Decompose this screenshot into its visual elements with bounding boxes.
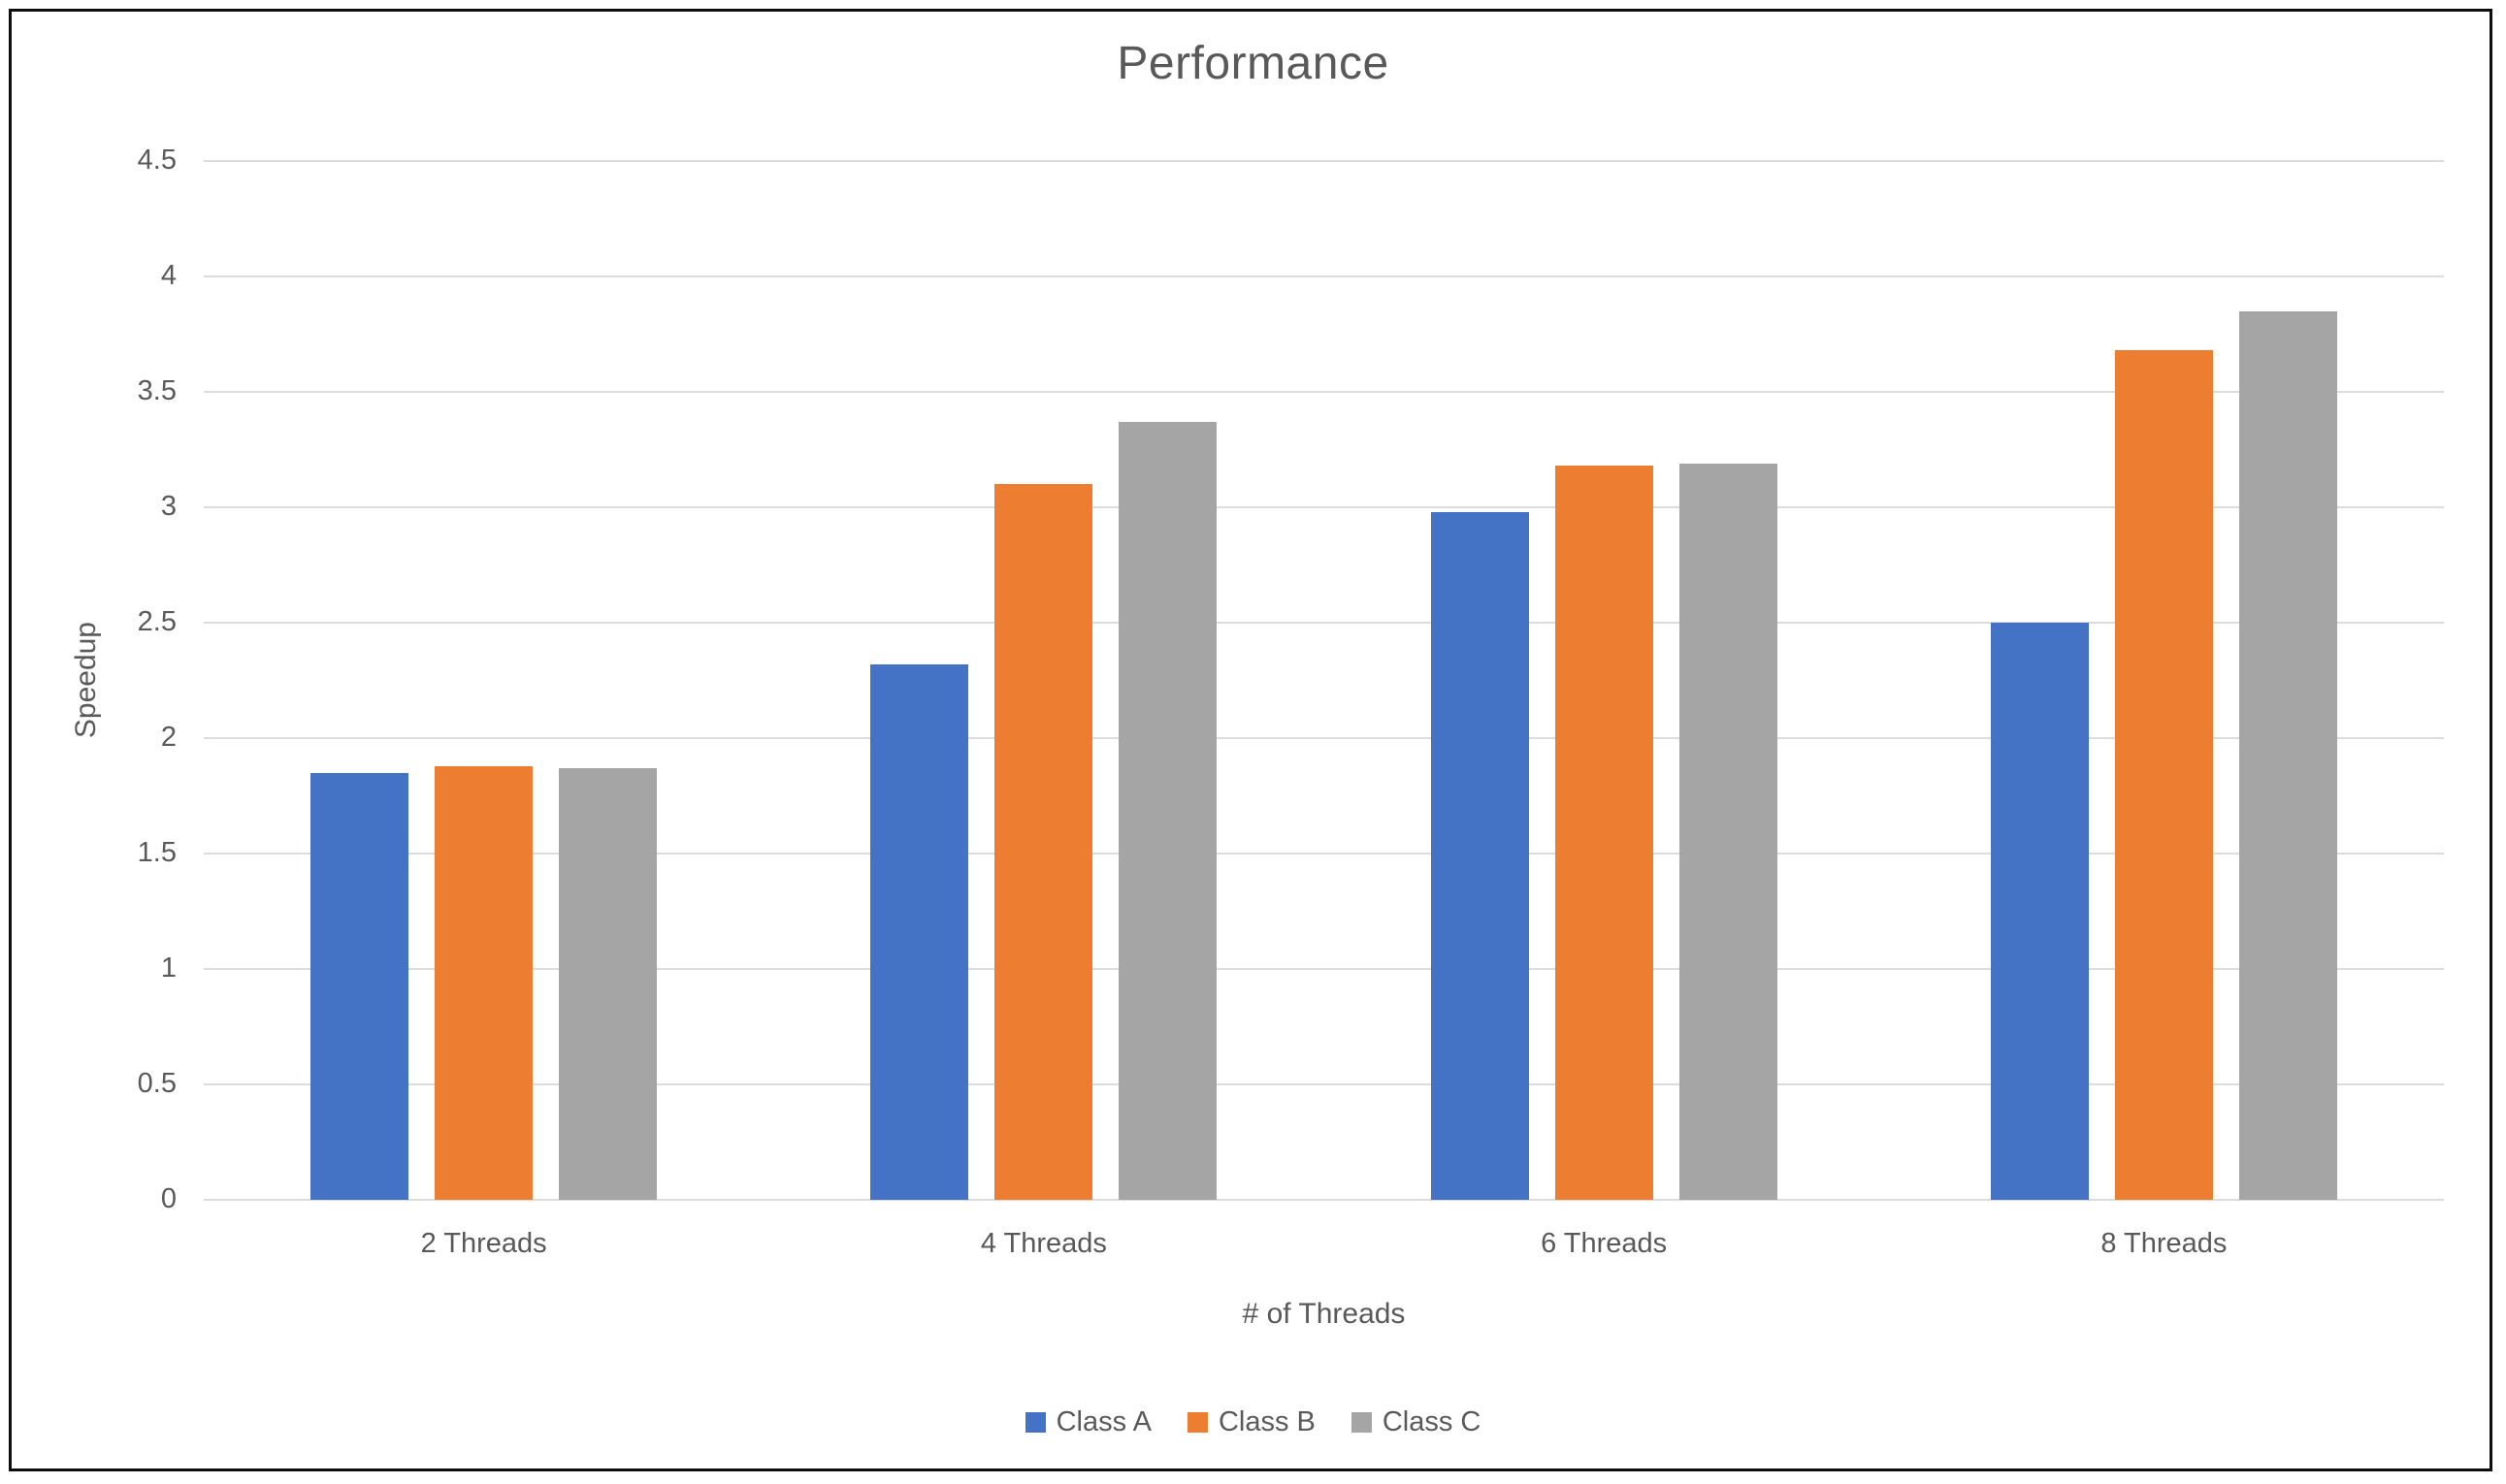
x-axis-category-label-4-threads: 4 Threads — [980, 1228, 1107, 1259]
y-axis-tick-label-0.5: 0.5 — [137, 1067, 177, 1099]
legend-item-class-a: Class A — [1025, 1406, 1152, 1438]
legend: Class A Class B Class C — [0, 1406, 2506, 1438]
bar-class-c-8-threads — [2238, 310, 2337, 1200]
chart-title: Performance — [1117, 38, 1389, 89]
y-axis-tick-label-0: 0 — [160, 1182, 177, 1214]
bar-class-b-4-threads — [994, 484, 1093, 1200]
gridline-y-0.5 — [204, 1083, 2444, 1085]
y-axis-tick-label-1.5: 1.5 — [137, 836, 177, 868]
legend-swatch-class-c — [1351, 1412, 1372, 1433]
bar-group-6-threads — [1324, 161, 1884, 1200]
y-axis-tick-label-4.5: 4.5 — [137, 144, 177, 176]
bar-group-2-threads — [204, 161, 764, 1200]
gridline-y-4.5 — [204, 160, 2444, 162]
legend-item-class-b: Class B — [1187, 1406, 1316, 1438]
bar-class-a-8-threads — [1990, 623, 2089, 1200]
bar-class-b-6-threads — [1554, 466, 1653, 1200]
y-axis-tick-label-4: 4 — [160, 259, 177, 291]
legend-item-class-c: Class C — [1351, 1406, 1481, 1438]
bar-class-c-6-threads — [1678, 463, 1777, 1200]
legend-label-class-b: Class B — [1218, 1406, 1316, 1437]
x-axis-category-label-2-threads: 2 Threads — [420, 1228, 547, 1259]
bar-group-4-threads — [764, 161, 1323, 1200]
gridline-y-0 — [204, 1199, 2444, 1201]
y-axis-tick-label-2.5: 2.5 — [137, 605, 177, 637]
gridline-y-1 — [204, 968, 2444, 970]
bar-class-a-4-threads — [870, 663, 969, 1200]
plot-area — [204, 160, 2444, 1201]
gridline-y-3 — [204, 506, 2444, 508]
y-axis-tick-labels: 0 0.5 1 1.5 2 2.5 3 3.5 4 4.5 — [0, 145, 177, 1214]
x-axis-category-label-8-threads: 8 Threads — [2100, 1228, 2228, 1259]
x-axis-title: # of Threads — [1242, 1298, 1406, 1330]
bar-class-b-2-threads — [435, 765, 534, 1200]
bar-class-c-4-threads — [1119, 421, 1218, 1200]
gridline-y-1.5 — [204, 853, 2444, 855]
y-axis-tick-label-3: 3 — [160, 490, 177, 522]
y-axis-tick-label-2: 2 — [160, 721, 177, 753]
bar-group-8-threads — [1884, 161, 2444, 1200]
gridline-y-2.5 — [204, 622, 2444, 624]
y-axis-tick-label-3.5: 3.5 — [137, 374, 177, 406]
legend-swatch-class-b — [1187, 1412, 1208, 1433]
bar-class-c-2-threads — [559, 767, 658, 1200]
bar-class-b-8-threads — [2114, 350, 2213, 1200]
legend-label-class-c: Class C — [1382, 1406, 1481, 1437]
gridline-y-3.5 — [204, 391, 2444, 393]
gridline-y-2 — [204, 737, 2444, 739]
legend-swatch-class-a — [1025, 1412, 1046, 1433]
legend-label-class-a: Class A — [1056, 1406, 1152, 1437]
x-axis-category-label-6-threads: 6 Threads — [1541, 1228, 1668, 1259]
x-axis-category-labels: 2 Threads 4 Threads 6 Threads 8 Threads — [204, 1228, 2444, 1260]
bar-class-a-2-threads — [310, 772, 409, 1200]
bar-class-a-6-threads — [1430, 511, 1529, 1200]
y-axis-tick-label-1: 1 — [160, 952, 177, 984]
gridline-y-4 — [204, 275, 2444, 277]
